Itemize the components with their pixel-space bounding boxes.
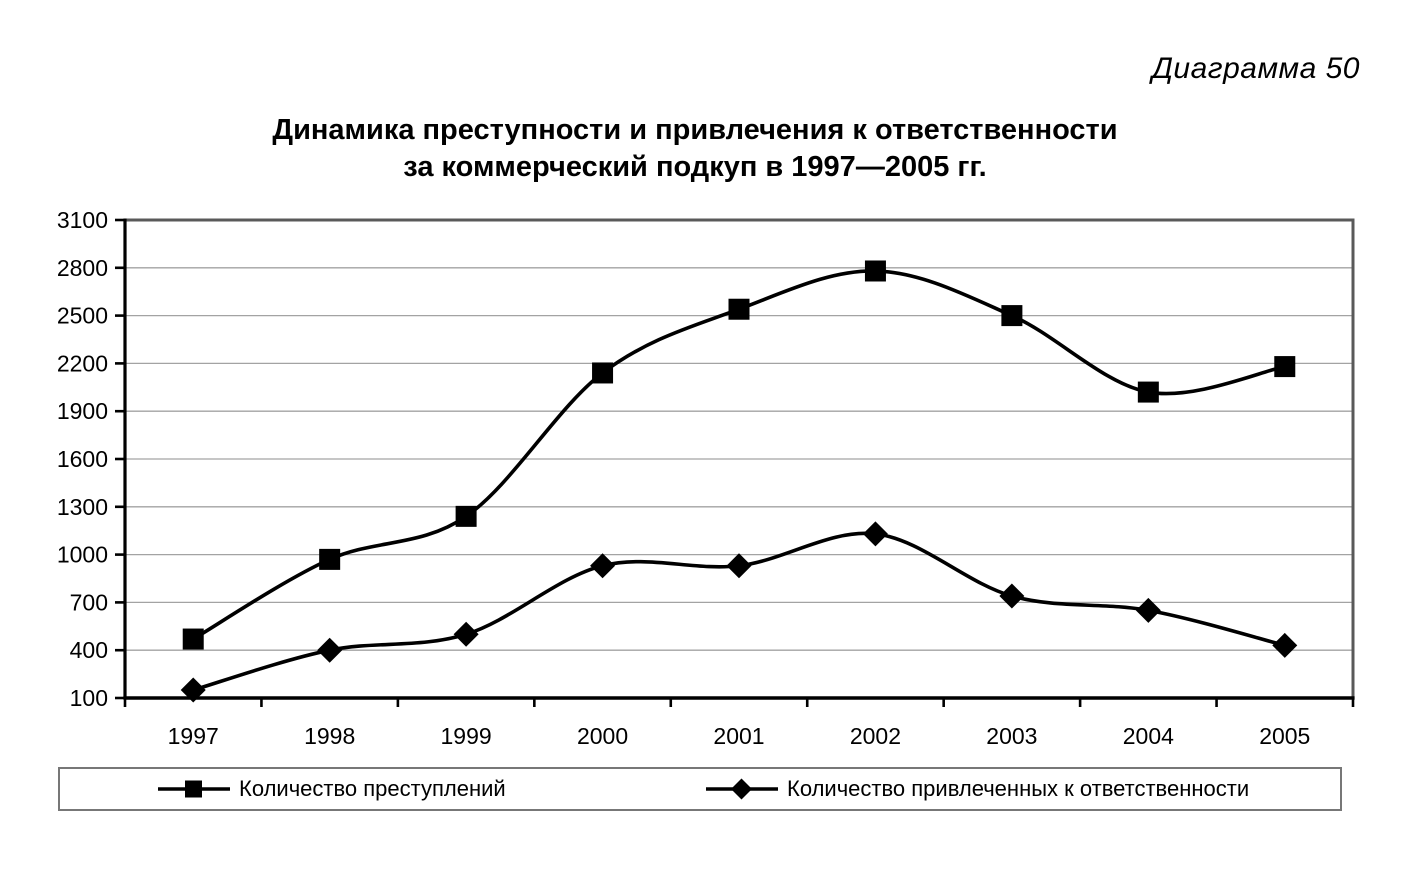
x-axis-tick-label: 2004 — [1123, 723, 1174, 749]
square-data-marker — [864, 260, 886, 282]
x-axis-tick-label: 2001 — [713, 723, 764, 749]
square-data-marker — [1001, 305, 1023, 327]
legend-box: Количество преступлений Количество привл… — [58, 767, 1342, 811]
y-axis-tick-label: 400 — [70, 637, 108, 663]
diamond-data-marker — [999, 583, 1025, 609]
x-axis-tick-label: 1997 — [168, 723, 219, 749]
series-line-square — [192, 269, 1286, 641]
square-data-marker — [728, 298, 750, 320]
y-axis-tick-label: 3100 — [57, 207, 108, 233]
x-axis-tick-label: 2002 — [850, 723, 901, 749]
x-axis-tick-label: 2000 — [577, 723, 628, 749]
chart-title-line1: Динамика преступности и привлечения к от… — [272, 114, 1118, 146]
x-axis-tick-label: 1998 — [304, 723, 355, 749]
y-axis-tick-label: 1900 — [57, 398, 108, 424]
diamond-data-marker — [317, 637, 343, 663]
square-data-marker — [455, 505, 477, 527]
diamond-data-marker — [1135, 597, 1161, 623]
diagram-number-label: Диаграмма 50 — [1151, 52, 1360, 85]
legend-label-prosecuted: Количество привлеченных к ответственност… — [787, 776, 1250, 801]
legend-item-prosecuted: Количество привлеченных к ответственност… — [706, 776, 1249, 802]
y-axis-tick-label: 100 — [70, 685, 108, 711]
x-axis-tick-label: 2003 — [986, 723, 1037, 749]
diamond-data-marker — [1272, 632, 1298, 658]
square-data-marker — [182, 628, 204, 650]
square-data-marker — [1274, 356, 1296, 378]
diamond-data-marker — [180, 677, 206, 703]
diamond-data-marker — [862, 521, 888, 547]
y-axis-tick-label: 1000 — [57, 542, 108, 568]
square-data-marker — [1137, 381, 1159, 403]
y-axis-tick-label: 1300 — [57, 494, 108, 520]
y-axis-tick-label: 700 — [70, 589, 108, 615]
y-axis-tick-label: 2500 — [57, 303, 108, 329]
y-axis-tick-label: 2200 — [57, 350, 108, 376]
legend-square-marker-icon — [158, 780, 230, 798]
y-axis-tick-label: 2800 — [57, 255, 108, 281]
legend-diamond-marker-icon — [706, 778, 778, 800]
legend-item-crimes: Количество преступлений — [158, 776, 506, 802]
chart-title-line2: за коммерческий подкуп в 1997—2005 гг. — [403, 151, 987, 183]
x-axis-tick-label: 1999 — [441, 723, 492, 749]
diamond-data-marker — [453, 621, 479, 647]
square-data-marker — [319, 548, 341, 570]
diamond-data-marker — [590, 553, 616, 579]
y-axis-tick-label: 1600 — [57, 446, 108, 472]
diamond-data-marker — [726, 553, 752, 579]
square-data-marker — [592, 362, 614, 384]
x-axis-tick-label: 2005 — [1259, 723, 1310, 749]
legend-label-crimes: Количество преступлений — [239, 776, 506, 801]
chart-title: Динамика преступности и привлечения к от… — [180, 112, 1210, 186]
